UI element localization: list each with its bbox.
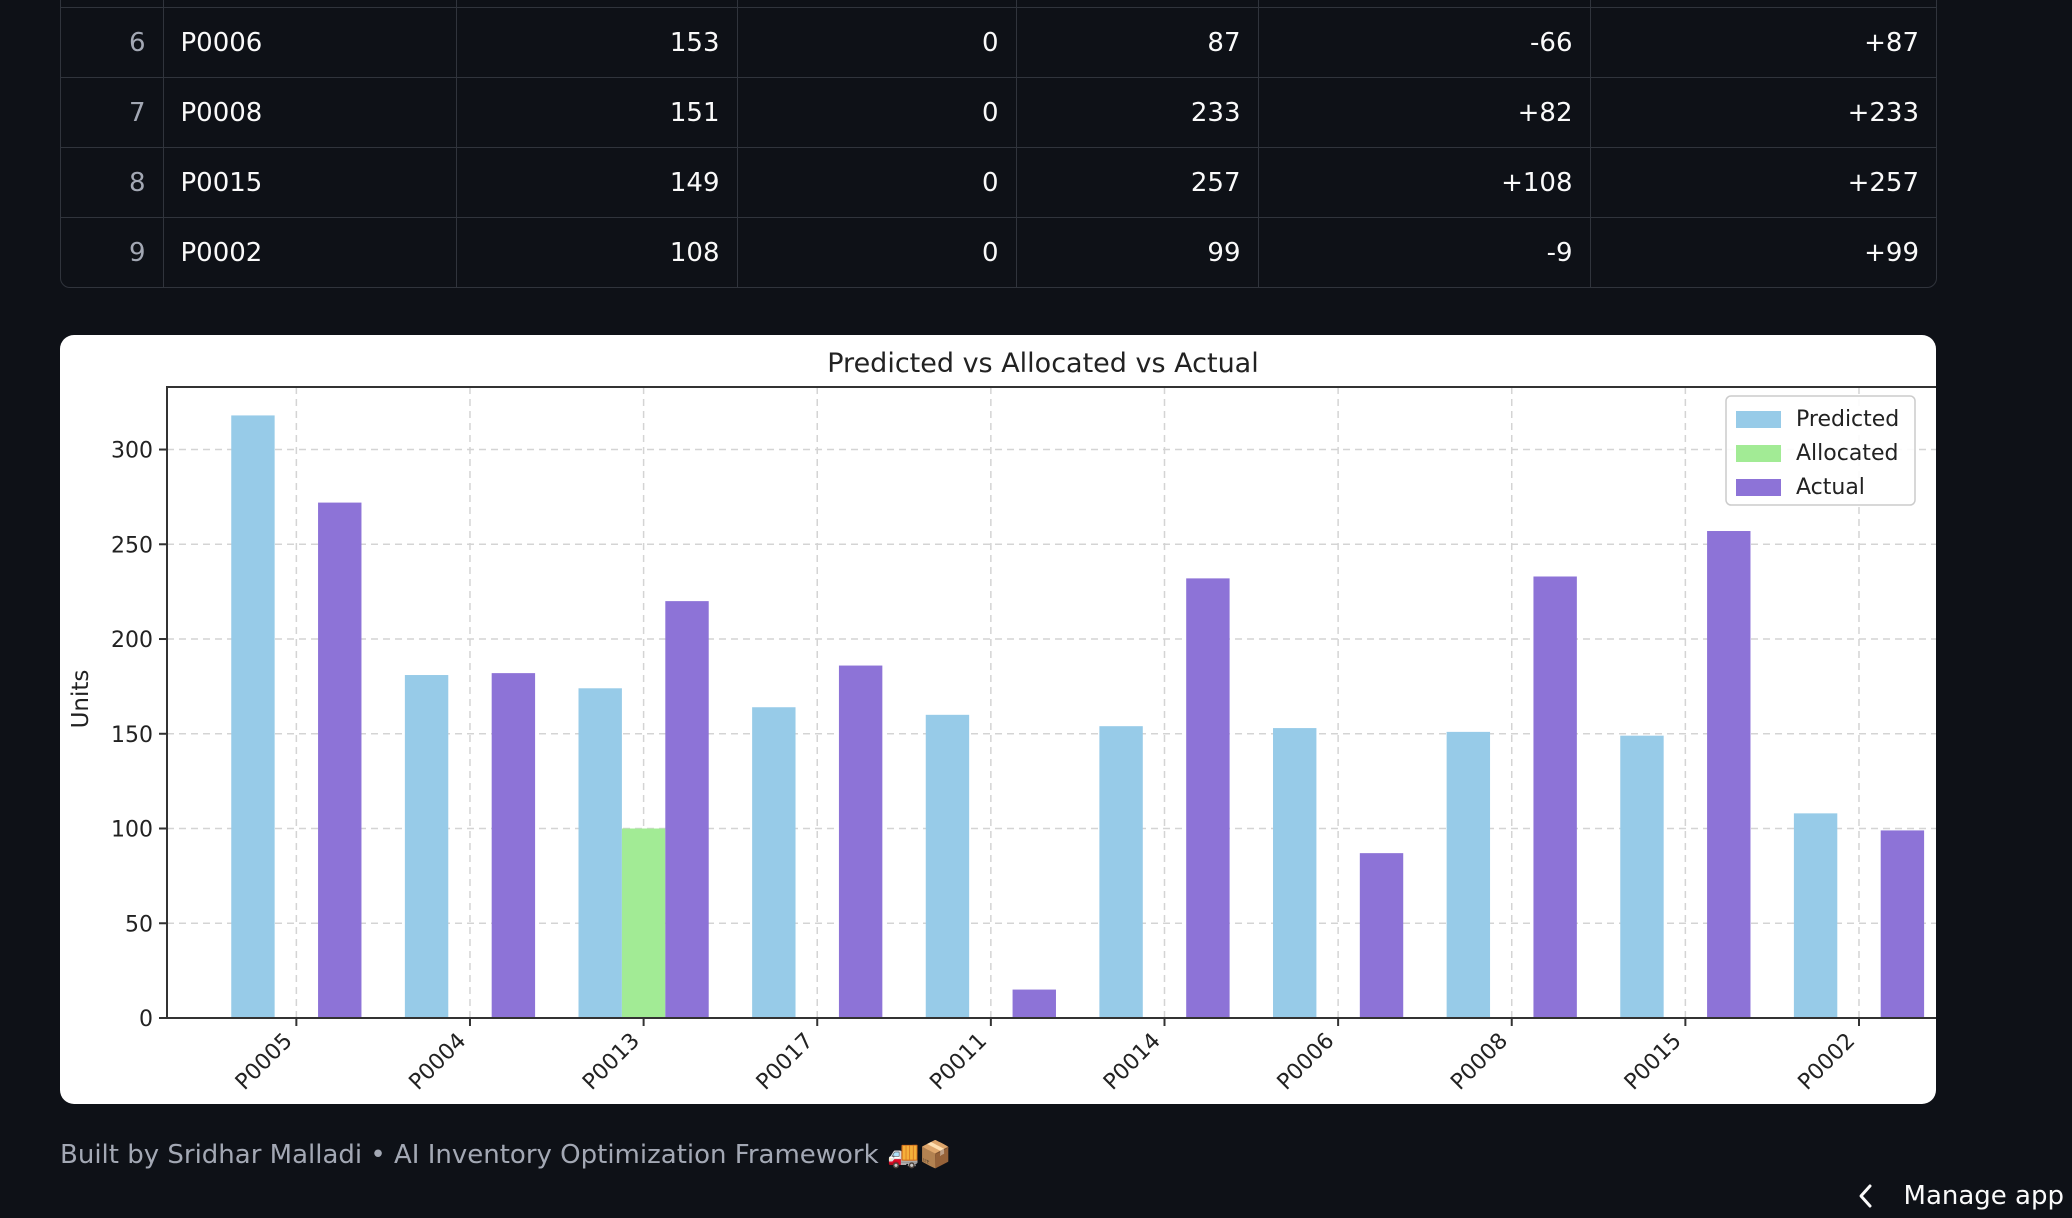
bar-actual-P0008 (1533, 576, 1577, 1018)
chart-title: Predicted vs Allocated vs Actual (827, 348, 1258, 379)
bar-actual-P0011 (1012, 989, 1056, 1018)
row-index: 7 (61, 77, 164, 148)
allocated-cell[interactable]: 0 (737, 217, 1017, 287)
bar-actual-P0002 (1880, 830, 1925, 1018)
chart-card: 0 50 100 150 200 250 300 P0005 P0004 P0013 P0017 P0… (60, 335, 1936, 1104)
bar-allocated-P0013 (621, 828, 666, 1018)
table-row (61, 0, 1936, 8)
predicted-cell[interactable]: 149 (456, 147, 738, 218)
y-tick-label: 250 (111, 533, 153, 558)
product-id-cell[interactable]: P0002 (163, 217, 457, 287)
bar-predicted-P0015 (1620, 735, 1664, 1018)
product-id-cell[interactable]: P0006 (163, 7, 457, 78)
actual-cell[interactable]: 257 (1016, 147, 1259, 218)
x-tick-label: P0005 (231, 1029, 298, 1096)
grid-lines (167, 387, 1936, 1019)
bar-actual-P0017 (838, 665, 883, 1018)
x-tick-label: P0017 (752, 1029, 819, 1096)
legend-label: Predicted (1796, 407, 1899, 432)
plot-frame (166, 386, 1936, 1019)
row-index: 6 (61, 7, 164, 78)
diff-predicted-cell[interactable]: -9 (1258, 217, 1591, 287)
legend-swatch (1736, 445, 1781, 462)
bar-actual-P0015 (1707, 531, 1751, 1018)
manage-app-button[interactable]: Manage app (1846, 1176, 2064, 1216)
legend-label: Allocated (1796, 441, 1898, 466)
bar-actual-P0005 (318, 502, 362, 1018)
bar-actual-P0004 (491, 673, 536, 1018)
bar-predicted-P0005 (231, 415, 275, 1018)
predicted-cell[interactable]: 108 (456, 217, 738, 287)
x-tick-label: P0015 (1620, 1029, 1687, 1096)
x-tick-label: P0013 (578, 1029, 645, 1096)
y-tick-label: 50 (125, 912, 153, 937)
bar-actual-P0014 (1186, 578, 1230, 1018)
diff-predicted-cell[interactable]: +82 (1258, 77, 1591, 148)
predicted-cell[interactable]: 153 (456, 7, 738, 78)
x-tick-label: P0006 (1273, 1029, 1340, 1096)
diff-predicted-cell[interactable]: -66 (1258, 7, 1591, 78)
diff-allocated-cell[interactable]: +233 (1590, 77, 1936, 148)
diff-predicted-cell[interactable]: +108 (1258, 147, 1591, 218)
x-tick-label: P0004 (405, 1029, 472, 1096)
x-tick-label: P0008 (1446, 1029, 1513, 1096)
y-tick-label: 150 (111, 723, 153, 748)
diff-allocated-cell[interactable]: +257 (1590, 147, 1936, 218)
bar-actual-P0006 (1359, 853, 1404, 1018)
diff-allocated-cell[interactable]: +87 (1590, 7, 1936, 78)
actual-cell[interactable]: 99 (1016, 217, 1259, 287)
y-tick-label: 200 (111, 628, 153, 653)
bar-predicted-P0008 (1446, 731, 1491, 1018)
results-table: 6 P0006 153 0 87 -66 +87 7 P0008 151 0 2… (60, 0, 1937, 288)
table-row[interactable]: 7 P0008 151 0 233 +82 +233 (61, 77, 1936, 148)
x-tick-label: P0011 (925, 1029, 992, 1096)
y-tick-label: 300 (111, 439, 153, 464)
allocated-cell[interactable]: 0 (737, 147, 1017, 218)
x-tick-label: P0014 (1099, 1029, 1166, 1096)
bar-predicted-P0004 (404, 675, 449, 1018)
bar-predicted-P0013 (578, 688, 622, 1018)
bar-predicted-P0002 (1793, 813, 1838, 1018)
bars (231, 415, 1925, 1018)
row-index: 9 (61, 217, 164, 287)
legend-label: Actual (1796, 475, 1865, 500)
row-index: 8 (61, 147, 164, 218)
diff-allocated-cell[interactable]: +99 (1864, 237, 1919, 268)
table-row[interactable]: 6 P0006 153 0 87 -66 +87 (61, 7, 1936, 78)
product-id-cell[interactable]: P0015 (163, 147, 457, 218)
legend: Predicted Allocated Actual (1725, 395, 1916, 506)
y-tick-label: 0 (139, 1007, 153, 1032)
results-table-grid: 6 P0006 153 0 87 -66 +87 7 P0008 151 0 2… (61, 0, 1936, 287)
footer-credit: Built by Sridhar Malladi • AI Inventory … (60, 1140, 952, 1170)
chevron-left-icon (1846, 1176, 1886, 1216)
y-tick-label: 100 (111, 818, 153, 843)
allocated-cell[interactable]: 0 (737, 77, 1017, 148)
bar-predicted-P0017 (752, 707, 796, 1018)
legend-swatch (1736, 411, 1781, 428)
x-tick-label: P0002 (1794, 1029, 1861, 1096)
legend-swatch (1736, 479, 1781, 496)
bar-predicted-P0006 (1273, 728, 1317, 1018)
manage-app-label: Manage app (1903, 1181, 2064, 1211)
bar-chart: 0 50 100 150 200 250 300 P0005 P0004 P0013 P0017 P0… (68, 348, 1936, 1096)
bar-predicted-P0014 (1099, 726, 1143, 1018)
bar-actual-P0013 (665, 601, 709, 1018)
actual-cell[interactable]: 87 (1016, 7, 1259, 78)
actual-cell[interactable]: 233 (1016, 77, 1259, 148)
table-row[interactable]: 8 P0015 149 0 257 +108 +257 (61, 147, 1936, 218)
product-id-cell[interactable]: P0008 (163, 77, 457, 148)
predicted-cell[interactable]: 151 (456, 77, 738, 148)
table-row[interactable]: 9 P0002 108 0 99 -9 +99 (61, 217, 1936, 287)
bar-predicted-P0011 (925, 714, 970, 1018)
allocated-cell[interactable]: 0 (737, 7, 1017, 78)
y-axis-label: Units (68, 670, 94, 729)
